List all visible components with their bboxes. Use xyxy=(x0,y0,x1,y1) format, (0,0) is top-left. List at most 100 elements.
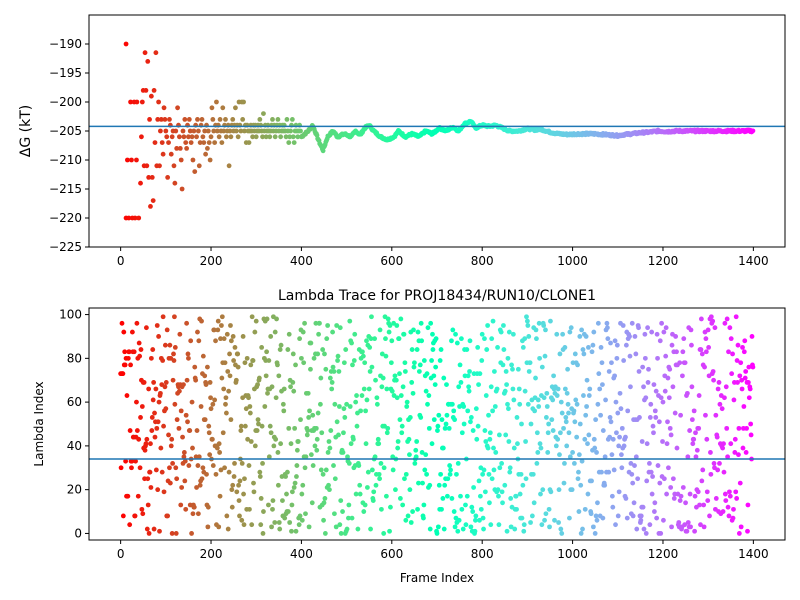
lambda-point xyxy=(410,509,415,514)
lambda-point xyxy=(161,489,167,495)
lambda-point xyxy=(250,358,256,363)
lambda-point xyxy=(407,415,413,420)
lambda-point xyxy=(528,421,534,427)
lambda-point xyxy=(721,441,726,447)
lambda-point xyxy=(731,506,736,512)
lambda-point xyxy=(332,476,338,482)
lambda-point xyxy=(327,445,333,451)
lambda-point xyxy=(248,362,254,368)
dg-point xyxy=(123,41,129,47)
lambda-point xyxy=(635,476,641,482)
lambda-point xyxy=(325,450,331,455)
lambda-point xyxy=(276,373,282,379)
lambda-point xyxy=(438,471,444,477)
lambda-point xyxy=(514,415,520,420)
lambda-point xyxy=(736,425,742,431)
dg-point xyxy=(136,215,142,221)
lambda-point xyxy=(383,493,389,499)
lambda-point xyxy=(657,480,663,486)
lambda-point xyxy=(129,458,135,464)
lambda-point xyxy=(260,460,265,466)
lambda-point xyxy=(355,526,361,532)
lambda-point xyxy=(595,500,600,506)
lambda-point xyxy=(624,515,630,521)
lambda-point xyxy=(314,447,320,453)
dg-point xyxy=(144,163,150,169)
lambda-point xyxy=(474,436,480,442)
lambda-point xyxy=(219,314,225,320)
lambda-point xyxy=(259,423,265,429)
lambda-point xyxy=(387,528,392,534)
lambda-point xyxy=(666,395,672,401)
lambda-point xyxy=(548,489,554,495)
lambda-point xyxy=(317,320,322,326)
lambda-y-tick-label: 60 xyxy=(67,395,82,409)
lambda-point xyxy=(441,526,447,532)
lambda-point xyxy=(499,489,505,495)
lambda-y-tick-label: 100 xyxy=(59,308,82,322)
lambda-point xyxy=(447,471,453,477)
lambda-point xyxy=(569,487,575,493)
lambda-point xyxy=(229,504,235,510)
dg-point xyxy=(203,151,209,157)
lambda-point xyxy=(696,425,702,431)
lambda-point xyxy=(694,447,700,453)
lambda-point xyxy=(223,401,228,407)
lambda-point xyxy=(242,423,248,429)
lambda-point xyxy=(178,408,184,414)
lambda-point xyxy=(732,450,738,455)
lambda-point xyxy=(605,336,611,342)
lambda-point xyxy=(652,500,658,506)
lambda-point xyxy=(439,417,445,423)
lambda-point xyxy=(213,471,219,477)
lambda-point xyxy=(651,430,656,436)
lambda-point xyxy=(217,493,223,499)
lambda-point xyxy=(667,425,673,431)
lambda-point xyxy=(560,331,566,337)
lambda-point xyxy=(270,498,276,504)
lambda-x-tick-label: 1200 xyxy=(648,547,679,561)
lambda-point xyxy=(649,329,655,335)
lambda-point xyxy=(219,323,224,328)
lambda-point xyxy=(558,526,564,532)
lambda-point xyxy=(738,360,744,366)
lambda-y-tick-label: 20 xyxy=(67,483,82,497)
lambda-point xyxy=(594,450,599,455)
lambda-point xyxy=(484,347,490,352)
lambda-point xyxy=(447,463,453,468)
lambda-point xyxy=(567,515,572,521)
lambda-point xyxy=(475,423,481,429)
lambda-point xyxy=(136,340,142,346)
lambda-point xyxy=(681,336,687,342)
lambda-point xyxy=(621,358,627,363)
lambda-point xyxy=(543,327,548,333)
lambda-point xyxy=(559,410,565,416)
lambda-point xyxy=(480,515,486,521)
lambda-point xyxy=(431,417,437,423)
lambda-point xyxy=(444,493,450,499)
lambda-point xyxy=(577,421,583,427)
lambda-point xyxy=(172,401,178,407)
lambda-point xyxy=(533,327,539,333)
lambda-point xyxy=(508,496,514,501)
lambda-point xyxy=(739,386,745,392)
lambda-point xyxy=(167,480,173,486)
lambda-point xyxy=(176,425,182,431)
lambda-point xyxy=(696,393,702,398)
lambda-point xyxy=(746,364,752,370)
lambda-point xyxy=(461,421,467,427)
lambda-point xyxy=(360,353,366,359)
dg-point xyxy=(275,117,281,122)
lambda-point xyxy=(206,430,212,436)
lambda-point xyxy=(650,474,655,479)
lambda-point xyxy=(335,358,340,363)
lambda-point xyxy=(558,399,564,405)
lambda-point xyxy=(628,384,633,390)
lambda-point xyxy=(541,323,547,328)
lambda-point xyxy=(468,419,473,425)
lambda-point xyxy=(529,513,535,519)
lambda-point xyxy=(411,327,416,333)
lambda-point xyxy=(665,419,670,425)
lambda-point xyxy=(350,362,355,368)
lambda-point xyxy=(715,386,721,392)
